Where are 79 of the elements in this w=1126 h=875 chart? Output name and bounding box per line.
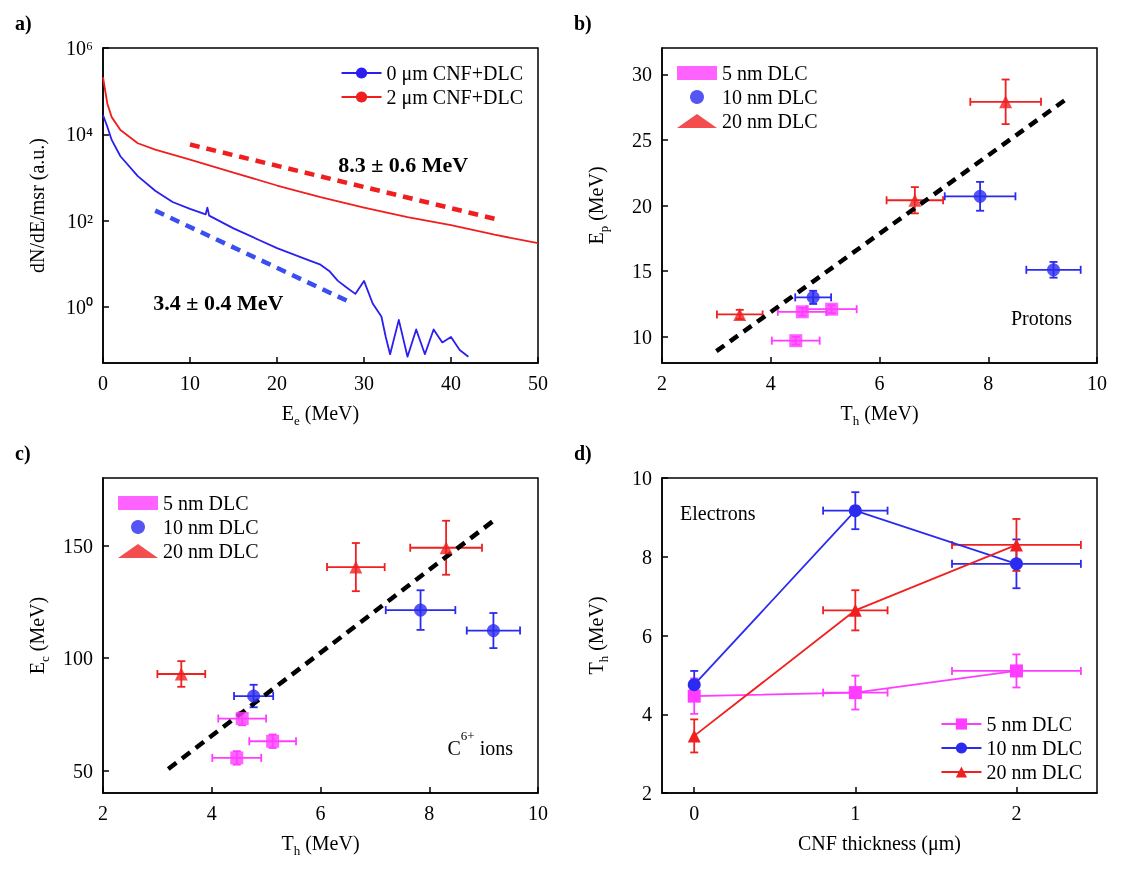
- y-tick-label: 8: [642, 545, 652, 568]
- point: [414, 603, 428, 617]
- x-tick-label: 2: [98, 802, 108, 824]
- x-tick-label: 10: [180, 372, 200, 394]
- point: [848, 686, 862, 700]
- y-tick-label: 20: [632, 194, 652, 217]
- x-tick-label: 0: [98, 372, 108, 394]
- point: [1009, 557, 1023, 571]
- point: [848, 504, 862, 518]
- y-tick-label: 100: [63, 647, 93, 669]
- y-axis-title: dN/dE/msr (a.u.): [26, 138, 49, 273]
- point: [439, 541, 453, 555]
- y-tick-label: 50: [73, 759, 93, 782]
- y-tick-label: 6: [642, 624, 652, 647]
- point: [908, 193, 922, 207]
- x-tick-label: 2: [1011, 802, 1022, 824]
- x-tick-label: 2: [657, 372, 667, 394]
- x-tick-label: 4: [765, 372, 776, 394]
- y-tick-label: 4: [642, 703, 652, 726]
- legend-label: 5 nm DLC: [722, 62, 808, 84]
- y-axis-title: Ec (MeV): [26, 596, 52, 675]
- y-axis-title: Ep (MeV): [585, 166, 611, 245]
- y-tick-label: 2: [642, 782, 652, 804]
- y-tick-label: 10⁴: [66, 123, 94, 146]
- x-tick-label: 4: [206, 802, 217, 824]
- x-tick-label: 10: [1087, 372, 1107, 394]
- x-tick-label: 1: [850, 802, 861, 824]
- point: [486, 624, 500, 638]
- y-tick-label: 15: [632, 260, 652, 283]
- y-tick-label: 10⁰: [66, 295, 93, 318]
- y-tick-label: 30: [632, 63, 652, 86]
- point: [687, 689, 701, 703]
- y-tick-label: 25: [632, 128, 652, 151]
- x-tick-label: 6: [315, 802, 326, 824]
- y-axis-title: Th (MeV): [585, 596, 611, 675]
- x-tick-label: 6: [874, 372, 885, 394]
- annotation: Electrons: [680, 502, 756, 524]
- x-tick-label: 0: [689, 802, 700, 824]
- point: [973, 189, 987, 203]
- x-axis-title: CNF thickness (μm): [798, 832, 961, 855]
- chart-title: a): [15, 12, 32, 35]
- annotation: Protons: [1010, 307, 1073, 329]
- chart-title: b): [574, 12, 592, 35]
- legend-label: 5 nm DLC: [163, 492, 249, 514]
- legend-label: 20 nm DLC: [722, 110, 818, 132]
- x-tick-label: 8: [424, 802, 435, 824]
- x-tick-label: 20: [267, 372, 287, 394]
- point: [687, 678, 701, 692]
- point: [1009, 538, 1023, 552]
- chart-title: c): [15, 442, 31, 465]
- x-tick-label: 10: [528, 802, 548, 824]
- legend-label: 20 nm DLC: [163, 540, 259, 562]
- legend-label: 10 nm DLC: [163, 516, 259, 538]
- x-tick-label: 50: [528, 372, 548, 394]
- line-series: [102, 114, 470, 358]
- y-tick-label: 10⁶: [66, 37, 94, 59]
- chart-title: d): [574, 442, 592, 465]
- x-tick-label: 8: [983, 372, 994, 394]
- legend-label: 0 μm CNF+DLC: [386, 62, 523, 85]
- y-tick-label: 10: [632, 467, 652, 489]
- legend-label: 20 nm DLC: [986, 761, 1083, 783]
- point: [349, 560, 363, 574]
- point: [1009, 664, 1023, 678]
- x-tick-label: 40: [441, 372, 461, 394]
- annotation: 8.3 ± 0.6 MeV: [338, 152, 469, 177]
- point: [687, 729, 701, 743]
- point: [999, 95, 1013, 109]
- legend-label: 5 nm DLC: [986, 713, 1073, 735]
- annotation: 3.4 ± 0.4 MeV: [153, 289, 284, 315]
- y-tick-label: 10²: [67, 209, 93, 232]
- point: [174, 667, 188, 681]
- legend-label: 10 nm DLC: [722, 86, 818, 108]
- point: [848, 603, 862, 617]
- legend-label: 2 μm CNF+DLC: [386, 86, 523, 109]
- y-tick-label: 150: [63, 534, 93, 557]
- legend-label: 10 nm DLC: [986, 737, 1083, 759]
- x-tick-label: 30: [354, 372, 374, 394]
- y-tick-label: 10: [632, 325, 652, 348]
- point: [247, 689, 261, 703]
